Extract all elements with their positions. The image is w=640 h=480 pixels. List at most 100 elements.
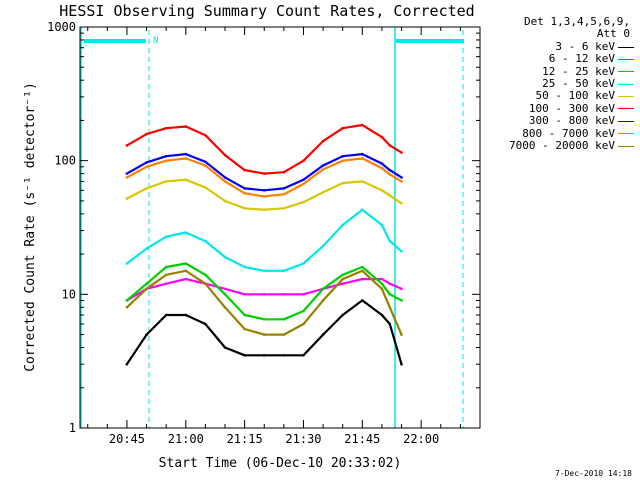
data-point bbox=[184, 277, 188, 281]
data-point bbox=[125, 172, 129, 175]
data-point bbox=[380, 162, 384, 165]
data-point bbox=[125, 306, 129, 309]
data-point bbox=[341, 159, 345, 162]
legend-swatch bbox=[618, 120, 634, 122]
data-point bbox=[164, 154, 168, 158]
data-point bbox=[164, 159, 168, 162]
data-point bbox=[223, 293, 227, 296]
data-point bbox=[243, 187, 246, 190]
data-point bbox=[361, 208, 364, 211]
series-lines bbox=[125, 123, 403, 366]
x-tick-label: 21:45 bbox=[344, 432, 380, 446]
data-point bbox=[321, 299, 325, 302]
data-point bbox=[341, 282, 345, 286]
data-point bbox=[223, 153, 227, 157]
series-line-50-100-kev bbox=[126, 178, 403, 211]
data-point bbox=[380, 166, 384, 170]
y-tick-label: 10 bbox=[62, 287, 76, 301]
data-point bbox=[164, 273, 168, 277]
legend-label: 7000 - 20000 keV bbox=[509, 138, 615, 152]
data-point bbox=[184, 269, 188, 273]
data-point bbox=[145, 161, 148, 164]
data-point bbox=[388, 282, 392, 286]
data-point bbox=[341, 313, 345, 317]
data-point bbox=[302, 322, 305, 326]
data-point bbox=[341, 126, 345, 130]
x-tick-label: 21:15 bbox=[227, 432, 263, 446]
data-point bbox=[302, 262, 305, 265]
data-point bbox=[243, 313, 246, 317]
y-tick-label: 100 bbox=[54, 154, 76, 168]
legend-entry: 300 - 800 keV bbox=[486, 114, 634, 128]
data-point bbox=[223, 176, 227, 179]
data-point bbox=[164, 282, 168, 286]
flag-label: N bbox=[153, 36, 158, 46]
data-point bbox=[400, 250, 403, 253]
series-line-25-50-kev bbox=[126, 208, 403, 272]
data-point bbox=[380, 313, 384, 317]
series-line-7000-20000-kev bbox=[126, 269, 403, 336]
data-point bbox=[262, 208, 266, 211]
legend-entries: 3 - 6 keV 6 - 12 keV 12 - 25 keV 25 - 50 ke… bbox=[486, 39, 634, 153]
data-point bbox=[302, 178, 305, 181]
data-point bbox=[223, 287, 227, 291]
data-point bbox=[388, 173, 392, 176]
data-point bbox=[204, 282, 207, 286]
data-point bbox=[380, 282, 384, 286]
data-point bbox=[204, 164, 207, 167]
legend-header-1: Det 1,3,4,5,6,9, bbox=[524, 15, 630, 28]
legend-swatch bbox=[618, 58, 634, 60]
data-point bbox=[262, 333, 266, 336]
data-point bbox=[204, 322, 207, 326]
data-point bbox=[184, 313, 188, 317]
data-point bbox=[380, 135, 384, 139]
data-point bbox=[361, 180, 364, 183]
data-point bbox=[361, 123, 364, 127]
data-point bbox=[243, 192, 246, 195]
data-point bbox=[282, 293, 286, 296]
data-point bbox=[145, 132, 148, 136]
y-axis-label: Corrected Count Rate (s⁻¹ detector⁻¹) bbox=[23, 82, 38, 372]
series-line-300-800-kev bbox=[126, 153, 403, 192]
data-point bbox=[361, 269, 364, 273]
legend-label: 50 - 100 keV bbox=[535, 89, 615, 103]
data-point bbox=[388, 306, 392, 309]
x-tick-label: 21:00 bbox=[168, 432, 204, 446]
data-point bbox=[243, 354, 246, 357]
legend-entry: 800 - 7000 keV bbox=[486, 127, 634, 140]
data-point bbox=[400, 287, 403, 291]
data-point bbox=[282, 207, 286, 210]
x-tick-label: 22:00 bbox=[403, 432, 439, 446]
x-tick-label: 21:30 bbox=[285, 432, 321, 446]
legend-entry: 12 - 25 keV bbox=[486, 65, 634, 78]
data-point bbox=[262, 269, 266, 273]
data-point bbox=[302, 200, 305, 204]
data-point bbox=[262, 189, 266, 192]
legend-entry: 3 - 6 keV bbox=[486, 39, 634, 53]
data-point bbox=[341, 277, 345, 281]
data-point bbox=[341, 154, 345, 158]
data-point bbox=[380, 287, 384, 291]
data-point bbox=[164, 265, 168, 269]
data-point bbox=[388, 293, 392, 296]
legend-swatch bbox=[618, 83, 634, 85]
data-point bbox=[282, 187, 286, 190]
legend-header-2: Att 0 bbox=[596, 27, 630, 41]
data-point bbox=[321, 333, 325, 336]
data-point bbox=[400, 151, 403, 154]
data-point bbox=[321, 164, 325, 167]
data-point bbox=[223, 306, 227, 309]
axes: 1 10 100 1000 20:45 21:00 21:15 21:30 21:45 22:00 bbox=[47, 20, 481, 446]
legend-label: 300 - 800 keV bbox=[528, 114, 615, 128]
data-point bbox=[380, 189, 384, 192]
data-point bbox=[400, 202, 403, 205]
legend-swatch bbox=[618, 46, 634, 48]
data-point bbox=[262, 318, 266, 321]
data-point bbox=[321, 287, 325, 291]
data-point bbox=[302, 293, 305, 296]
legend-swatch bbox=[618, 133, 634, 135]
data-point bbox=[388, 144, 392, 147]
legend-label: 3 - 6 keV bbox=[555, 39, 615, 53]
legend-swatch bbox=[618, 96, 634, 98]
data-point bbox=[341, 181, 345, 185]
